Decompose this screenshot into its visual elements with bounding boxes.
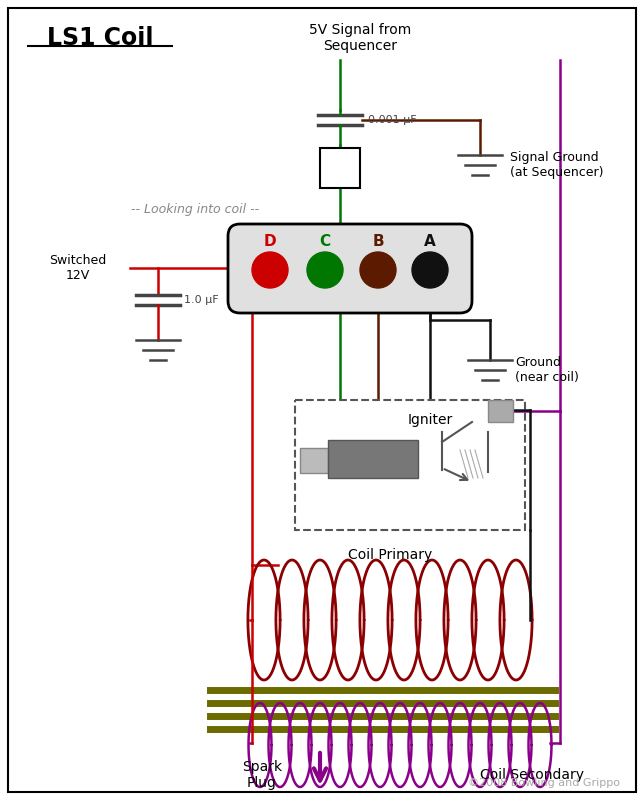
Text: D: D [263,234,276,250]
Text: Signal Ground
(at Sequencer): Signal Ground (at Sequencer) [510,151,603,179]
Bar [328,440,418,478]
Text: ©2008 Bowling and Grippo: ©2008 Bowling and Grippo [468,778,620,788]
Circle shape [307,252,343,288]
Text: LS1 Coil: LS1 Coil [47,26,153,50]
Bar [295,400,525,530]
Text: 0.001 μF: 0.001 μF [368,115,417,125]
Bar [300,448,328,473]
Text: C: C [319,234,330,250]
Text: Switched
12V: Switched 12V [50,254,107,282]
Text: Ground
(near coil): Ground (near coil) [515,356,579,384]
Text: Spark
Plug: Spark Plug [242,760,282,790]
Text: -- Looking into coil --: -- Looking into coil -- [131,203,259,217]
Text: Igniter: Igniter [408,413,453,427]
Bar [320,148,360,188]
Polygon shape [478,444,498,462]
Text: 1.0 μF: 1.0 μF [184,295,218,305]
Circle shape [252,252,288,288]
Text: 5V Signal from
Sequencer: 5V Signal from Sequencer [309,23,411,53]
Bar [488,400,513,422]
FancyBboxPatch shape [228,224,472,313]
Text: Coil Primary: Coil Primary [348,548,432,562]
Text: A: A [424,234,436,250]
Circle shape [360,252,396,288]
Circle shape [412,252,448,288]
Text: B: B [372,234,384,250]
Text: Coil Secondary: Coil Secondary [480,768,584,782]
